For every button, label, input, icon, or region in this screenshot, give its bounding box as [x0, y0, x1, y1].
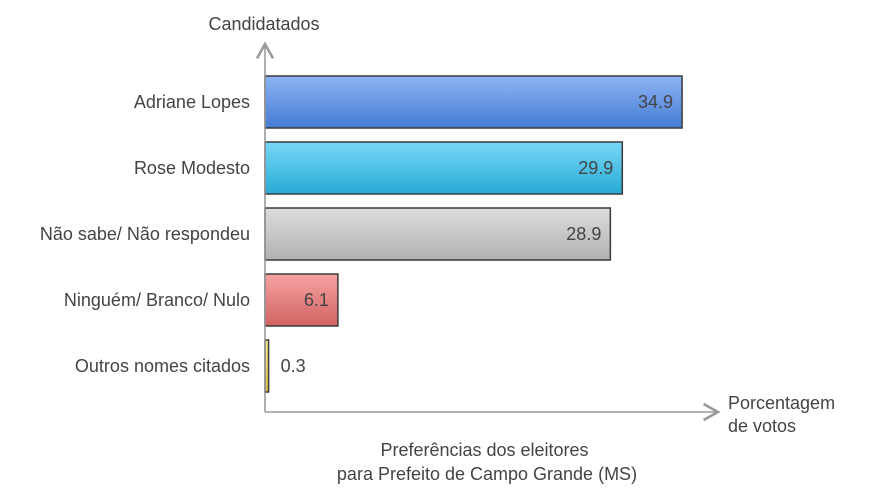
value-label: 29.9 — [578, 158, 613, 178]
value-label: 34.9 — [638, 92, 673, 112]
chart-title-line-1: Preferências dos eleitores — [380, 440, 588, 460]
category-label: Rose Modesto — [134, 158, 250, 178]
chart-title-line-2: para Prefeito de Campo Grande (MS) — [337, 464, 637, 484]
category-label: Outros nomes citados — [75, 356, 250, 376]
category-label: Ninguém/ Branco/ Nulo — [64, 290, 250, 310]
category-label: Adriane Lopes — [134, 92, 250, 112]
x-axis-title-line-1: Porcentagem — [728, 393, 835, 413]
bar-rose-modesto — [264, 141, 624, 195]
x-axis-title-line-2: de votos — [728, 416, 796, 436]
bars-group: Adriane Lopes 34.9 Rose Modesto 29.9 Não sab… — [40, 75, 683, 393]
value-label: 0.3 — [281, 356, 306, 376]
bar-n-o-sabe-n-o-respondeu — [264, 207, 612, 261]
bar-adriane-lopes — [264, 75, 683, 129]
chart-title: Preferências dos eleitores para Prefeito… — [337, 440, 637, 484]
value-label: 28.9 — [566, 224, 601, 244]
category-label: Não sabe/ Não respondeu — [40, 224, 250, 244]
y-axis-title: Candidatados — [208, 14, 319, 34]
x-axis-title: Porcentagem de votos — [728, 393, 840, 436]
value-label: 6.1 — [304, 290, 329, 310]
